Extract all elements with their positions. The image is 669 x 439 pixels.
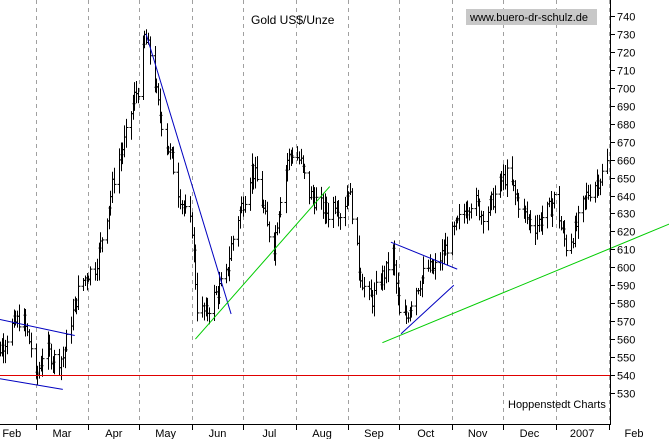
x-tick-label: Mar: [52, 428, 71, 439]
x-tick-label: Feb: [2, 428, 21, 439]
resistance-trend-line: [0, 318, 75, 337]
y-tick-label: 660: [617, 156, 635, 168]
watermark: www.buero-dr-schulz.de: [469, 12, 588, 24]
y-tick-label: 580: [617, 299, 635, 311]
y-tick-label: 570: [617, 317, 635, 329]
y-tick-label: 740: [617, 12, 635, 24]
y-axis: 530 540 550 560 570 580 590 600 610 620 630 640 650 6…: [610, 12, 635, 401]
x-tick-label: Jun: [209, 428, 227, 439]
x-tick-label: Feb: [625, 428, 644, 439]
y-tick-label: 590: [617, 281, 635, 293]
y-tick-label: 640: [617, 192, 635, 204]
y-tick-label: 560: [617, 335, 635, 347]
chart-title: Gold US$/Unze: [251, 13, 335, 27]
x-tick-label: 2007: [570, 428, 594, 439]
support-trend-line: [195, 186, 331, 340]
y-tick-label: 550: [617, 353, 635, 365]
x-tick-label: May: [155, 428, 176, 439]
x-tick-label: Oct: [417, 428, 434, 439]
y-tick-label: 530: [617, 389, 635, 401]
x-axis: Feb Mar Apr May Jun Jul Aug Sep Oct Nov Dec 2007 Feb: [2, 425, 643, 439]
x-tick-label: Sep: [364, 428, 384, 439]
x-tick-label: Aug: [312, 428, 332, 439]
y-tick-label: 600: [617, 263, 635, 275]
y-tick-label: 680: [617, 120, 635, 132]
price-series: [0, 29, 610, 385]
trend-lines: [0, 33, 669, 390]
y-tick-label: 700: [617, 84, 635, 96]
y-tick-label: 610: [617, 245, 635, 257]
y-tick-label: 540: [617, 371, 635, 383]
resistance-trend-line: [145, 33, 232, 315]
y-tick-label: 720: [617, 48, 635, 60]
x-tick-label: Dec: [520, 428, 540, 439]
grid-lines: [36, 0, 610, 425]
support-trend-line: [382, 223, 669, 344]
watermark-box: [466, 9, 597, 25]
x-tick-label: Apr: [105, 428, 122, 439]
y-tick-label: 620: [617, 227, 635, 239]
x-tick-label: Nov: [468, 428, 488, 439]
y-tick-label: 650: [617, 174, 635, 186]
source-label: Hoppenstedt Charts: [508, 399, 606, 411]
y-tick-label: 710: [617, 66, 635, 78]
y-tick-label: 730: [617, 30, 635, 42]
resistance-trend-line: [390, 241, 458, 270]
x-tick-label: Jul: [262, 428, 276, 439]
resistance-trend-line: [400, 284, 455, 335]
y-tick-label: 690: [617, 102, 635, 114]
resistance-trend-line: [0, 378, 63, 390]
y-tick-label: 670: [617, 138, 635, 150]
y-tick-label: 630: [617, 209, 635, 221]
